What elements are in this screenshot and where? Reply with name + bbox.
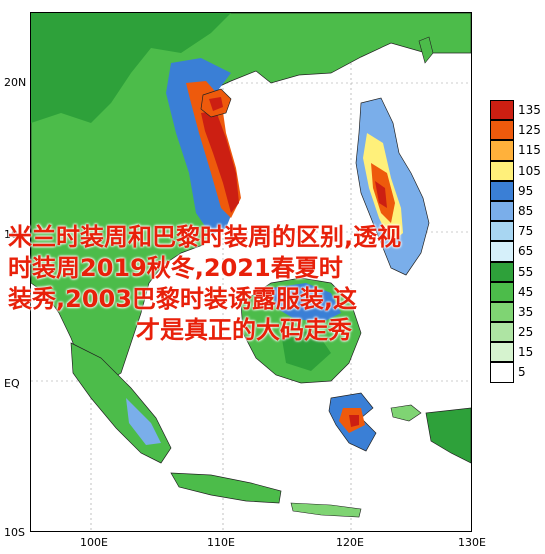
legend-value: 75 xyxy=(518,224,534,239)
borneo-blue-band xyxy=(271,283,341,323)
legend-row: 45 xyxy=(490,281,540,302)
legend-swatch xyxy=(490,301,514,323)
legend-swatch xyxy=(490,221,514,242)
legend-row: 125 xyxy=(490,120,541,141)
legend-swatch xyxy=(490,281,514,302)
borneo-dark-band xyxy=(281,331,331,371)
lat-label-20n: 20N xyxy=(4,76,27,89)
legend-row: 5 xyxy=(490,362,540,383)
legend-row: 65 xyxy=(490,241,540,262)
legend-value: 35 xyxy=(518,304,534,319)
legend-value: 135 xyxy=(518,103,541,117)
legend-swatch xyxy=(490,200,514,222)
legend-value: 65 xyxy=(518,244,534,259)
legend-row: 25 xyxy=(490,322,540,343)
precipitation-map xyxy=(31,13,471,531)
legend-swatch xyxy=(490,100,514,121)
legend-swatch xyxy=(490,140,514,161)
legend-value: 95 xyxy=(518,183,534,198)
lon-label-100e: 100E xyxy=(80,536,108,549)
overlay-caption: 米兰时装周和巴黎时装周的区别,透视 时装周2019秋冬,2021春夏时 装秀,2… xyxy=(8,222,508,346)
legend-row: 95 xyxy=(490,180,540,201)
overlay-line-3: 装秀,2003巴黎时装诱露服装,这 xyxy=(8,285,358,313)
legend-row: 135 xyxy=(490,100,541,121)
legend-row: 115 xyxy=(490,140,541,161)
legend-swatch xyxy=(490,322,514,343)
java-landmass xyxy=(170,472,282,504)
legend-swatch xyxy=(490,261,514,282)
legend-swatch xyxy=(490,342,514,363)
legend-value: 105 xyxy=(518,163,541,178)
map-panel xyxy=(30,12,472,532)
lesser-sunda-islands xyxy=(290,502,362,518)
mainland-highland xyxy=(31,13,231,123)
legend-swatch xyxy=(490,180,514,201)
lon-label-110e: 110E xyxy=(207,536,235,549)
legend-value: 85 xyxy=(518,203,534,218)
hainan-core xyxy=(209,97,223,111)
taiwan-island xyxy=(418,36,434,64)
overlay-line-2: 时装周2019秋冬,2021春夏时 xyxy=(8,254,343,282)
legend-value: 5 xyxy=(518,365,526,380)
new-guinea-landmass xyxy=(425,407,471,464)
overlay-line-1: 米兰时装周和巴黎时装周的区别,透视 xyxy=(8,223,402,251)
legend-row: 105 xyxy=(490,160,541,181)
legend-value: 55 xyxy=(518,264,534,279)
lon-label-120e: 120E xyxy=(336,536,364,549)
legend-row: 35 xyxy=(490,301,540,323)
legend-value: 115 xyxy=(518,143,541,158)
legend-value: 125 xyxy=(518,123,541,138)
sumatra-blue-band xyxy=(126,398,161,445)
legend-swatch xyxy=(490,120,514,141)
legend-swatch xyxy=(490,160,514,181)
maluku-islands xyxy=(390,404,422,422)
legend-row: 55 xyxy=(490,261,540,282)
lat-label-10n: 10N xyxy=(4,228,27,241)
overlay-line-4: 才是真正的大码走秀 xyxy=(136,316,352,344)
legend-swatch xyxy=(490,362,514,383)
color-legend: 135 125 115 105 95 85 75 65 55 45 35 25 15 5 xyxy=(490,100,541,383)
legend-row: 85 xyxy=(490,200,540,222)
legend-row: 15 xyxy=(490,342,540,363)
legend-row: 75 xyxy=(490,221,540,242)
coastal-rain-core xyxy=(201,111,239,213)
lat-label-eq: EQ xyxy=(4,377,20,390)
legend-swatch xyxy=(490,241,514,262)
legend-value: 45 xyxy=(518,284,534,299)
sulawesi-rain-core xyxy=(349,415,359,427)
lat-label-10s: 10S xyxy=(4,526,25,539)
philippines-rain-core xyxy=(375,181,387,208)
legend-value: 25 xyxy=(518,325,534,340)
lon-label-130e: 130E xyxy=(458,536,486,549)
legend-value: 15 xyxy=(518,345,534,360)
